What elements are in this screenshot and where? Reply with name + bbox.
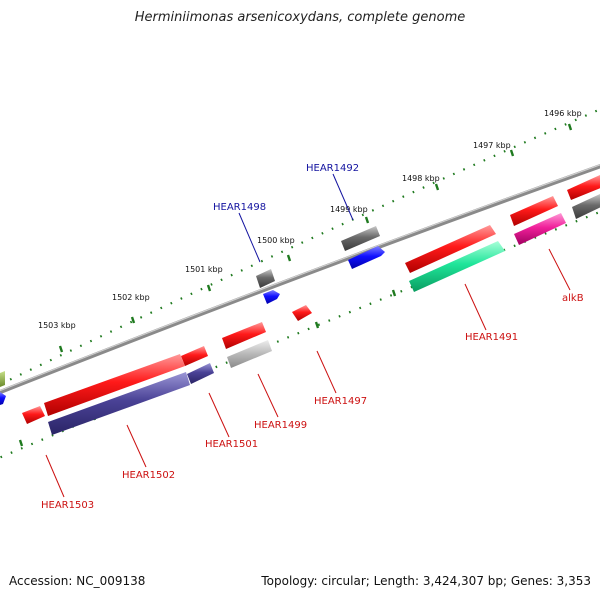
gene-arrow-blue-1492 bbox=[348, 246, 385, 269]
gene-arrow-red-b bbox=[567, 175, 600, 200]
leader-lines bbox=[45, 173, 571, 498]
scale-label-1503: 1503 kbp bbox=[38, 321, 76, 330]
gene-arrow-red-1501 bbox=[181, 346, 208, 366]
gene-arrow-blue-1498 bbox=[263, 290, 280, 304]
gene-label-hear1497: HEAR1497 bbox=[314, 396, 367, 407]
genome-stats-text: Topology: circular; Length: 3,424,307 bp… bbox=[261, 574, 591, 588]
scale-label-1496: 1496 kbp bbox=[544, 109, 582, 118]
gene-arrow-purple-1502 bbox=[48, 372, 190, 435]
gene-arrow-blue-edge bbox=[0, 392, 6, 405]
gene-label-hear1499: HEAR1499 bbox=[254, 420, 307, 431]
gene-label-hear1492: HEAR1492 bbox=[306, 163, 359, 174]
gene-arrow-olive-edge bbox=[0, 371, 5, 387]
genome-backbone bbox=[0, 164, 600, 395]
scale-label-1497: 1497 kbp bbox=[473, 141, 511, 150]
gene-label-hear1502: HEAR1502 bbox=[122, 470, 175, 481]
gene-label-alkb: alkB bbox=[562, 293, 584, 304]
upper-strand-genes bbox=[256, 175, 600, 304]
gene-arrow-grey-b bbox=[572, 194, 600, 219]
gene-arrow-red-1497 bbox=[292, 305, 312, 321]
scale-label-1498: 1498 kbp bbox=[402, 174, 440, 183]
gene-arrow-red-a bbox=[510, 196, 558, 226]
gene-arrow-pink-alkb bbox=[514, 213, 566, 245]
gene-arrow-purple-1501 bbox=[187, 363, 214, 384]
scale-label-1501: 1501 kbp bbox=[185, 265, 223, 274]
scale-label-1502: 1502 kbp bbox=[112, 293, 150, 302]
gene-arrow-teal-1491 bbox=[409, 241, 505, 292]
lower-strand-genes bbox=[0, 305, 312, 435]
outer-scale-track bbox=[0, 108, 600, 386]
gene-arrow-grey-1498 bbox=[256, 269, 275, 288]
scale-label-1500: 1500 kbp bbox=[257, 236, 295, 245]
gene-label-hear1498: HEAR1498 bbox=[213, 202, 266, 213]
gene-label-hear1501: HEAR1501 bbox=[205, 439, 258, 450]
gene-arrow-lightgrey-1499 bbox=[227, 340, 272, 368]
genome-backbone-highlight bbox=[0, 164, 600, 392]
accession-text: Accession: NC_009138 bbox=[9, 574, 146, 588]
gene-label-hear1491: HEAR1491 bbox=[465, 332, 518, 343]
gene-arrow-grey-1492 bbox=[341, 226, 380, 251]
gene-arrow-red-1491 bbox=[405, 225, 496, 273]
gene-arrow-red-1499 bbox=[222, 322, 266, 349]
gene-arrow-red-1503 bbox=[22, 406, 45, 424]
gene-label-hear1503: HEAR1503 bbox=[41, 500, 94, 511]
genome-title: Herminiimonas arsenicoxydans, complete g… bbox=[134, 10, 466, 25]
gene-arrow-red-1502 bbox=[44, 354, 185, 416]
scale-major-ticks bbox=[58, 123, 573, 353]
